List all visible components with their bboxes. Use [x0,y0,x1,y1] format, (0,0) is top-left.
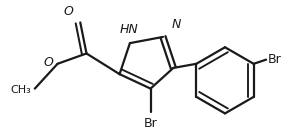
Text: O: O [44,56,53,69]
Text: Br: Br [268,53,282,66]
Text: N: N [171,18,181,31]
Text: Br: Br [144,116,157,130]
Text: HN: HN [119,23,138,36]
Text: CH₃: CH₃ [10,85,31,95]
Text: O: O [63,5,73,18]
